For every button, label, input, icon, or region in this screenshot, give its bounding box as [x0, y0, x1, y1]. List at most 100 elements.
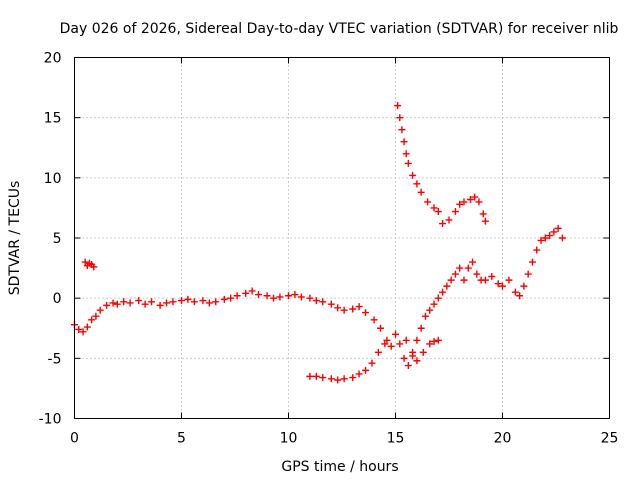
data-point: [494, 280, 502, 288]
data-point: [400, 354, 408, 362]
data-point: [554, 224, 562, 232]
data-point: [163, 299, 171, 307]
data-point: [469, 258, 477, 266]
data-point: [430, 204, 438, 212]
data-point: [520, 282, 528, 290]
data-point: [396, 340, 404, 348]
data-point: [383, 336, 391, 344]
data-point: [473, 270, 481, 278]
x-tick-label: 10: [280, 431, 298, 447]
data-point: [464, 264, 472, 272]
data-point: [392, 330, 399, 338]
data-point: [370, 316, 378, 324]
data-point: [479, 210, 487, 218]
data-point: [285, 292, 292, 300]
data-point: [541, 234, 549, 242]
data-point: [421, 312, 429, 320]
data-point: [334, 304, 342, 312]
grid: [74, 57, 610, 419]
data-point: [443, 282, 451, 290]
y-tick-label: -10: [39, 412, 62, 428]
data-point: [233, 292, 241, 300]
data-point: [92, 312, 100, 320]
data-point: [434, 208, 442, 216]
data-point: [398, 126, 406, 134]
data-point: [349, 305, 357, 313]
data-point: [381, 340, 389, 348]
data-point: [79, 328, 87, 336]
data-point: [434, 336, 442, 344]
series-low-arc: [306, 340, 389, 384]
y-tick-label: 15: [44, 111, 62, 127]
x-tick-label: 20: [494, 431, 512, 447]
data-point: [276, 293, 284, 301]
data-point: [394, 102, 402, 110]
series-dip-arc: [402, 336, 442, 365]
data-point: [362, 309, 370, 317]
data-point: [190, 298, 198, 306]
data-point: [445, 216, 453, 224]
y-tick-label: 20: [44, 51, 62, 67]
x-tick-label: 0: [70, 431, 79, 447]
data-point: [306, 372, 314, 380]
data-point: [319, 374, 327, 382]
data-point: [327, 375, 335, 383]
data-point: [439, 288, 447, 296]
data-point: [456, 200, 464, 208]
data-point: [169, 298, 177, 306]
data-point: [417, 188, 425, 196]
data-point: [141, 300, 149, 308]
data-point: [402, 150, 410, 158]
data-point: [96, 306, 104, 314]
data-point: [103, 301, 111, 309]
data-point: [306, 294, 314, 302]
data-point: [340, 306, 348, 314]
data-point: [135, 297, 143, 305]
data-point: [451, 208, 459, 216]
data-point: [319, 298, 327, 306]
data-point: [430, 300, 438, 308]
data-point: [120, 298, 128, 306]
x-tick-label: 15: [387, 431, 405, 447]
data-point: [528, 258, 536, 266]
data-point: [205, 299, 213, 307]
data-point: [537, 236, 545, 244]
data-point: [126, 299, 134, 307]
data-point: [434, 294, 442, 302]
data-point: [505, 276, 513, 284]
data-point: [148, 298, 156, 306]
data-point: [516, 292, 524, 300]
data-point: [424, 198, 432, 206]
data-point: [471, 193, 479, 201]
data-point: [83, 323, 91, 331]
data-point: [409, 348, 417, 356]
data-point: [113, 300, 121, 308]
data-point: [355, 370, 363, 378]
x-axis-label: GPS time / hours: [281, 459, 398, 475]
data-point: [327, 300, 335, 308]
tick-labels: 0 5 10 15 20 25 -10 -5 0 5 10 15 20: [39, 51, 619, 447]
data-point: [417, 324, 425, 332]
data-point: [396, 114, 404, 122]
data-point: [413, 180, 421, 188]
data-point: [349, 374, 357, 382]
data-point: [451, 270, 459, 278]
data-point: [178, 297, 185, 305]
data-point: [297, 293, 305, 301]
data-point: [312, 372, 320, 380]
y-tick-label: -5: [48, 351, 62, 367]
data-point: [156, 301, 164, 309]
data-point: [199, 297, 207, 305]
chart-title: Day 026 of 2026, Sidereal Day-to-day VTE…: [60, 21, 619, 37]
data-point: [220, 295, 228, 303]
data-point: [488, 273, 496, 281]
data-point: [404, 159, 412, 167]
x-tick-label: 25: [601, 431, 619, 447]
x-tick-label: 5: [177, 431, 186, 447]
data-point: [409, 171, 417, 179]
data-point: [533, 246, 541, 254]
y-tick-label: 5: [53, 231, 62, 247]
data-point: [402, 336, 410, 344]
data-point: [212, 298, 220, 306]
